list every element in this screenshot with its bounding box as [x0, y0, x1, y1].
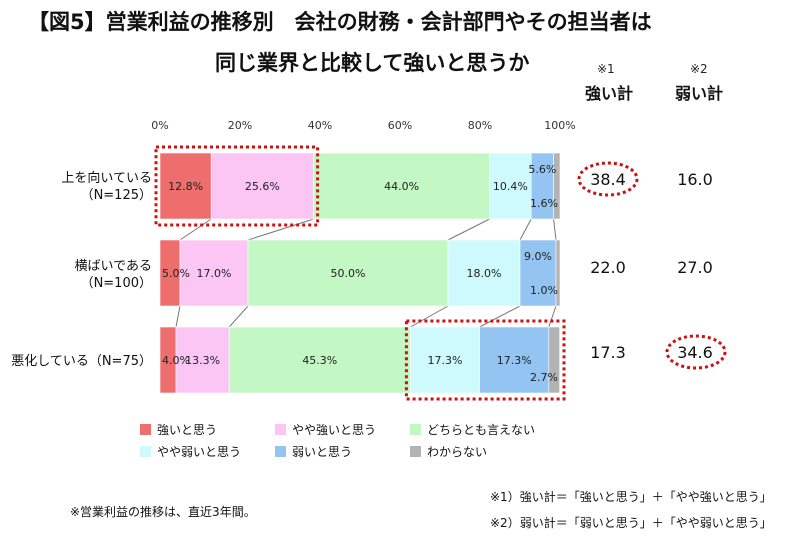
- col1-header: 強い計: [585, 84, 634, 103]
- row-label-2: 悪化している（N=75）: [10, 353, 152, 370]
- data-label-1-0: 5.0%: [162, 267, 190, 280]
- legend-label-2: どちらとも言えない: [427, 423, 536, 437]
- legend-item-4: 弱いと思う: [275, 443, 352, 460]
- strong-total-2: 17.3: [590, 343, 626, 362]
- x-tick-label-4: 80%: [468, 119, 492, 132]
- row-label-2-line1: 悪化している（N=75）: [11, 354, 152, 369]
- legend-label-3: やや弱いと思う: [157, 445, 242, 459]
- data-label-0-2: 44.0%: [384, 180, 419, 193]
- connector-line-1-1: [175, 305, 181, 328]
- legend-swatch-0: [140, 424, 151, 435]
- row-label-0-line1: 上を向いている: [61, 171, 152, 186]
- weak-total-1: 27.0: [677, 258, 713, 277]
- bar-segment-0-2: [313, 152, 490, 220]
- legend-item-0: 強いと思う: [140, 421, 217, 438]
- connector-line-1-2: [228, 305, 249, 328]
- bar-segment-1-5: [555, 239, 561, 307]
- legend-swatch-5: [410, 446, 421, 457]
- x-tick-label-1: 20%: [228, 119, 252, 132]
- data-label-0-4: 5.6%: [528, 163, 556, 176]
- data-label-1-3: 18.0%: [467, 267, 502, 280]
- legend-label-4: 弱いと思う: [292, 445, 353, 459]
- data-label-1-1: 17.0%: [197, 267, 232, 280]
- data-label-2-3: 17.3%: [428, 354, 463, 367]
- bar-segment-0-0: [159, 152, 212, 220]
- legend-swatch-1: [275, 424, 286, 435]
- data-label-2-4: 17.3%: [497, 354, 532, 367]
- legend-swatch-3: [140, 446, 151, 457]
- legend-item-3: やや弱いと思う: [140, 443, 241, 460]
- legend-swatch-2: [410, 424, 421, 435]
- connector-line-0-5: [553, 218, 557, 241]
- highlight-ellipse-strong-0: [577, 161, 639, 197]
- x-tick-label-5: 100%: [544, 119, 575, 132]
- bar-segment-1-4: [519, 239, 557, 307]
- bar-segment-2-2: [228, 326, 411, 394]
- footnote-right-2: ※2）弱い計＝「弱いと思う」＋「やや弱いと思う」: [490, 516, 772, 530]
- x-tick-label-2: 40%: [308, 119, 332, 132]
- col1-note: ※1: [597, 62, 615, 76]
- legend-label-5: わからない: [427, 445, 488, 459]
- row-label-0-line2: （N=125）: [80, 188, 152, 203]
- footnote-right-1: ※1）強い計＝「強いと思う」＋「やや強いと思う」: [490, 490, 772, 504]
- highlight-ellipse-weak-2: [665, 334, 727, 370]
- bar-segment-1-3: [447, 239, 521, 307]
- data-label-2-2: 45.3%: [302, 354, 337, 367]
- connector-line-1-5: [548, 305, 557, 328]
- bar-segment-0-3: [489, 152, 532, 220]
- bar-segment-0-1: [210, 152, 314, 220]
- legend-item-5: わからない: [410, 443, 487, 460]
- weak-total-0: 16.0: [677, 170, 713, 189]
- row-label-1-line1: 横ばいである: [74, 259, 152, 274]
- legend-label-1: やや強いと思う: [292, 423, 377, 437]
- weak-total-2: 34.6: [677, 343, 713, 362]
- data-label-1-4: 9.0%: [524, 250, 552, 263]
- data-label-0-0: 12.8%: [168, 180, 203, 193]
- strong-total-0: 38.4: [590, 170, 626, 189]
- legend-label-0: 強いと思う: [157, 423, 218, 437]
- data-label-0-5: 1.6%: [530, 197, 558, 210]
- highlight-box-strong-row-0: [154, 145, 320, 227]
- footnote-left: ※営業利益の推移は、直近3年間。: [70, 505, 256, 519]
- connector-line-0-2: [247, 218, 314, 241]
- bar-segment-2-5: [548, 326, 560, 394]
- connector-line-1-4: [479, 305, 521, 328]
- row-label-0: 上を向いている （N=125）: [40, 170, 152, 204]
- bar-segment-2-1: [175, 326, 230, 394]
- bar-segment-0-5: [553, 152, 561, 220]
- connector-line-1-3: [410, 305, 449, 328]
- legend-swatch-4: [275, 446, 286, 457]
- strong-total-1: 22.0: [590, 258, 626, 277]
- highlight-box-weak-row-2: [404, 319, 566, 401]
- connector-line-0-3: [447, 218, 490, 241]
- connector-line-0-4: [519, 218, 532, 241]
- x-tick-label-3: 60%: [388, 119, 412, 132]
- legend-item-2: どちらとも言えない: [410, 421, 535, 438]
- col2-note: ※2: [690, 62, 708, 76]
- chart-title-line1: 【図5】営業利益の推移別 会社の財務・会計部門やその担当者は: [28, 10, 652, 34]
- row-label-1: 横ばいである （N=100）: [40, 258, 152, 292]
- data-label-2-5: 2.7%: [530, 371, 558, 384]
- x-tick-label-0: 0%: [151, 119, 168, 132]
- data-label-0-1: 25.6%: [245, 180, 280, 193]
- data-label-2-1: 13.3%: [185, 354, 220, 367]
- legend-item-1: やや強いと思う: [275, 421, 376, 438]
- data-label-0-3: 10.4%: [493, 180, 528, 193]
- data-label-2-0: 4.0%: [162, 354, 190, 367]
- bar-segment-2-3: [410, 326, 480, 394]
- row-label-1-line2: （N=100）: [80, 276, 152, 291]
- bar-segment-2-4: [479, 326, 550, 394]
- bar-segment-1-2: [247, 239, 449, 307]
- col2-header: 弱い計: [675, 84, 724, 103]
- data-label-1-2: 50.0%: [331, 267, 366, 280]
- connector-line-0-1: [179, 218, 212, 241]
- chart-title-line2: 同じ業界と比較して強いと思うか: [215, 51, 530, 75]
- data-label-1-5: 1.0%: [530, 284, 558, 297]
